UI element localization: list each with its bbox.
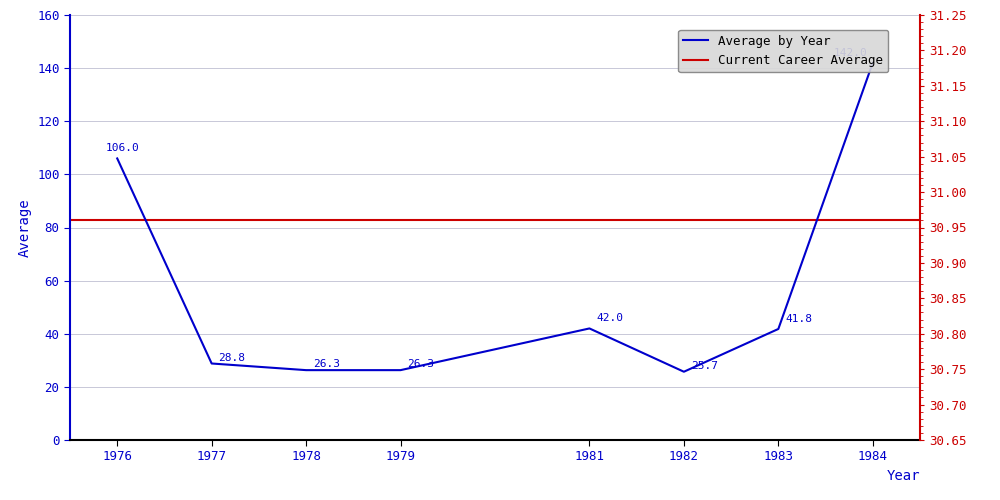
Average by Year	[772, 326, 784, 332]
Text: 28.8: 28.8	[219, 352, 246, 362]
Text: 41.8: 41.8	[785, 314, 812, 324]
Legend: Average by Year, Current Career Average: Average by Year, Current Career Average	[678, 30, 888, 72]
X-axis label: Year: Year	[887, 469, 920, 483]
Text: 26.3: 26.3	[313, 360, 340, 370]
Text: 106.0: 106.0	[106, 144, 140, 154]
Line: Average by Year: Average by Year	[117, 63, 873, 372]
Average by Year	[678, 368, 690, 374]
Average by Year	[395, 367, 407, 373]
Text: 25.7: 25.7	[691, 361, 718, 371]
Average by Year	[111, 156, 123, 162]
Average by Year	[206, 360, 218, 366]
Y-axis label: Average: Average	[18, 198, 32, 257]
Average by Year	[583, 326, 595, 332]
Text: 26.3: 26.3	[408, 360, 435, 370]
Average by Year	[300, 367, 312, 373]
Text: 42.0: 42.0	[596, 314, 623, 324]
Text: 142.0: 142.0	[834, 48, 868, 58]
Average by Year	[867, 60, 879, 66]
